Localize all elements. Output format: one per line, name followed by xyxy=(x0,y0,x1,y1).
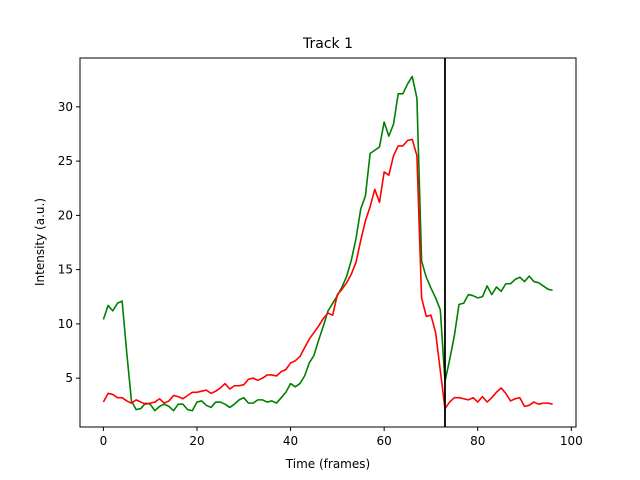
y-tick-label: 20 xyxy=(58,208,73,222)
y-tick-label: 15 xyxy=(58,263,73,277)
x-axis: 0 20 40 60 80 100 xyxy=(100,427,583,448)
y-tick-label: 30 xyxy=(58,100,73,114)
x-axis-label: Time (frames) xyxy=(285,457,370,471)
x-tick-label: 60 xyxy=(377,434,392,448)
series-line-2 xyxy=(102,138,553,410)
plot-frame xyxy=(79,57,577,428)
y-axis-label: Intensity (a.u.) xyxy=(33,198,47,286)
y-tick-label: 25 xyxy=(58,154,73,168)
x-tick-label: 0 xyxy=(100,434,108,448)
x-tick-label: 40 xyxy=(283,434,298,448)
x-tick-label: 20 xyxy=(189,434,204,448)
x-tick-label: 100 xyxy=(560,434,583,448)
series-line-1 xyxy=(102,75,553,412)
y-tick-label: 5 xyxy=(65,371,73,385)
series-layer xyxy=(102,75,553,412)
chart-title: Track 1 xyxy=(302,36,353,52)
x-tick-label: 80 xyxy=(470,434,485,448)
y-tick-label: 10 xyxy=(58,317,73,331)
y-axis: 5 10 15 20 25 30 xyxy=(58,100,80,385)
